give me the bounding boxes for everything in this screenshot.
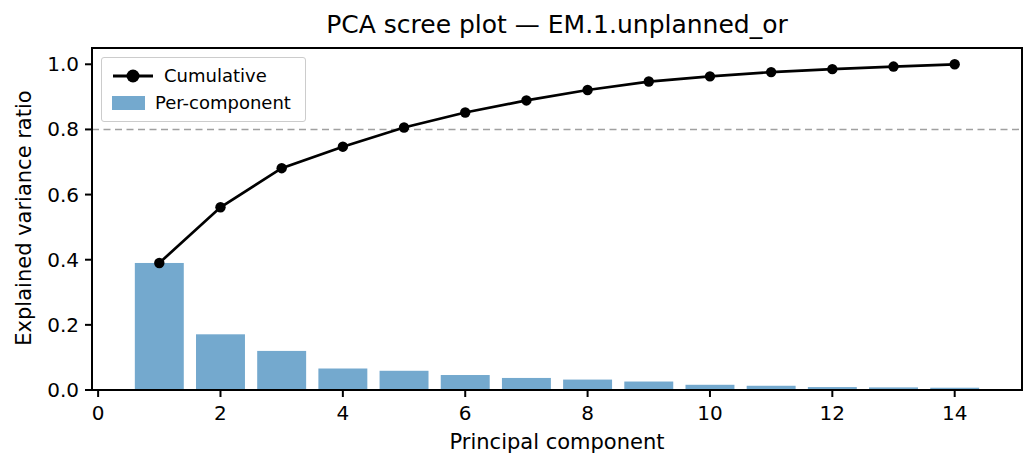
cumulative-marker-pc3 <box>276 163 286 173</box>
cumulative-marker-pc12 <box>827 64 837 74</box>
x-axis-label: Principal component <box>92 430 1022 454</box>
x-tick-label: 8 <box>581 401 594 425</box>
cumulative-marker-pc1 <box>154 258 164 268</box>
pca-scree-figure: PCA scree plot — EM.1.unplanned_or Expla… <box>0 0 1036 470</box>
x-tick-label: 2 <box>214 401 227 425</box>
bar-pc7 <box>502 378 551 390</box>
x-tick-label: 0 <box>92 401 105 425</box>
bar-pc4 <box>318 369 367 390</box>
cumulative-marker-pc6 <box>460 107 470 117</box>
cumulative-marker-pc5 <box>399 122 409 132</box>
bar-pc2 <box>196 334 245 390</box>
legend-item-cumulative: Cumulative <box>112 65 291 87</box>
cumulative-marker-pc4 <box>338 141 348 151</box>
bar-pc5 <box>380 371 429 390</box>
cumulative-marker-pc7 <box>521 95 531 105</box>
cumulative-marker-pc8 <box>582 85 592 95</box>
x-tick-label: 14 <box>942 401 967 425</box>
cumulative-marker-pc10 <box>705 71 715 81</box>
cumulative-marker-pc11 <box>766 67 776 77</box>
y-tick-label: 0.2 <box>47 313 79 337</box>
x-tick-label: 10 <box>697 401 722 425</box>
cumulative-line-marker-icon <box>112 68 154 84</box>
x-tick-label: 6 <box>459 401 472 425</box>
cumulative-marker-pc14 <box>949 59 959 69</box>
bar-pc8 <box>563 380 612 390</box>
cumulative-marker-pc2 <box>215 202 225 212</box>
y-tick-label: 1.0 <box>47 52 79 76</box>
y-tick-label: 0.6 <box>47 183 79 207</box>
bar-pc3 <box>257 351 306 390</box>
bar-pc6 <box>441 375 490 390</box>
legend: Cumulative Per-component <box>101 57 306 122</box>
bar-pc9 <box>624 382 673 390</box>
cumulative-marker-pc9 <box>644 76 654 86</box>
bar-pc1 <box>135 263 184 390</box>
y-tick-label: 0.4 <box>47 248 79 272</box>
y-tick-label: 0.8 <box>47 117 79 141</box>
legend-label-cumulative: Cumulative <box>164 65 267 87</box>
y-tick-label: 0.0 <box>47 378 79 402</box>
legend-label-per-component: Per-component <box>155 92 291 114</box>
per-component-swatch-icon <box>112 96 145 110</box>
x-tick-label: 12 <box>820 401 845 425</box>
legend-item-per-component: Per-component <box>112 92 291 114</box>
cumulative-marker-pc13 <box>888 61 898 71</box>
x-tick-label: 4 <box>336 401 349 425</box>
